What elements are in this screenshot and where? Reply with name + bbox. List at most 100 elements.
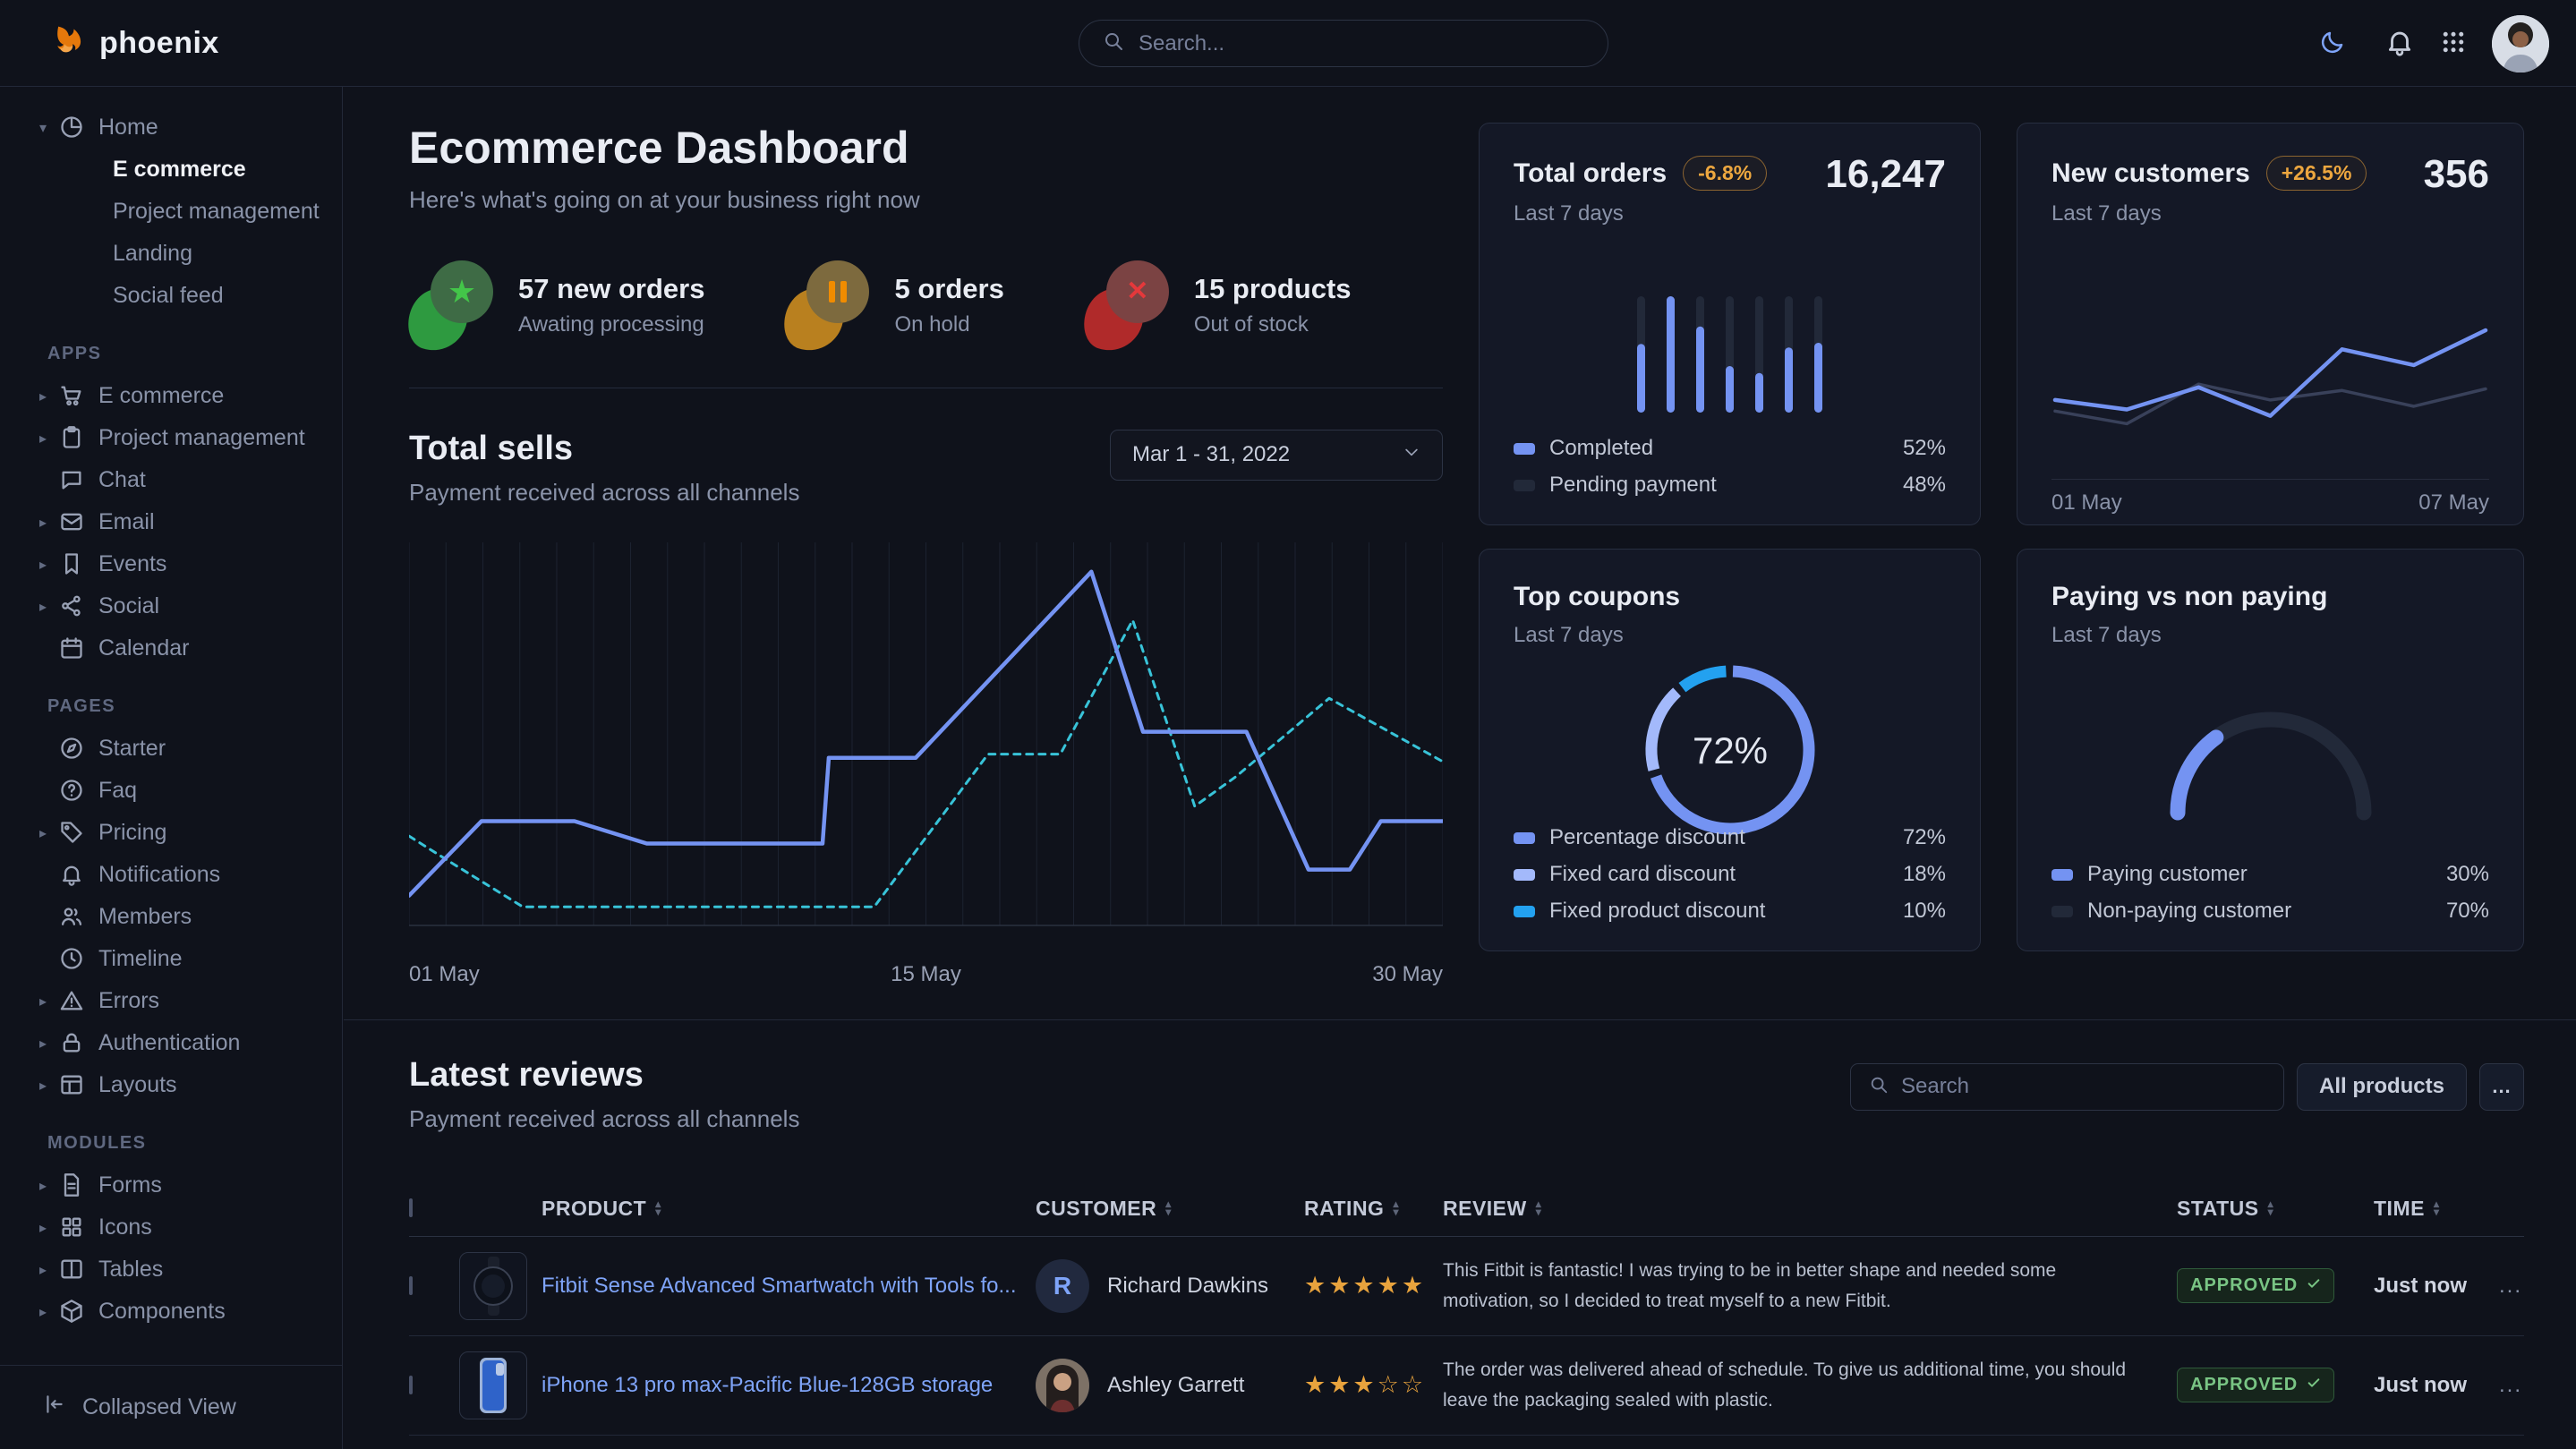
legend-value: 48% <box>1903 473 1946 498</box>
sidebar-item-label: Timeline <box>98 946 183 972</box>
collapse-sidebar-button[interactable]: Collapsed View <box>0 1365 342 1449</box>
top-navbar: phoenix <box>0 0 2576 87</box>
sidebar-item-members[interactable]: Members <box>0 896 342 938</box>
new-customers-x-labels: 01 May 07 May <box>2051 490 2489 516</box>
select-all-checkbox[interactable] <box>409 1198 413 1217</box>
sidebar-item-errors[interactable]: ▸Errors <box>0 980 342 1022</box>
sidebar-item-home[interactable]: ▾Home <box>0 107 342 149</box>
columns-icon <box>59 1257 86 1283</box>
reviews-table-header: PRODUCT▴▾CUSTOMER▴▾RATING▴▾REVIEW▴▾STATU… <box>409 1181 2524 1237</box>
flame-icon <box>48 22 86 64</box>
sidebar-item-project-management[interactable]: ▸Project management <box>0 417 342 459</box>
legend-swatch <box>1514 443 1535 455</box>
caret-icon: ▸ <box>39 598 59 616</box>
sidebar-item-e-commerce[interactable]: ▸E commerce <box>0 375 342 417</box>
sidebar-subitem-project-management[interactable]: Project management <box>0 191 342 233</box>
users-icon <box>59 904 86 931</box>
main-content: Ecommerce Dashboard Here's what's going … <box>344 87 2576 1449</box>
legend-row: Non-paying customer70% <box>2051 899 2489 924</box>
stat-sublabel: On hold <box>894 312 1003 337</box>
stat-orange: 5 orders On hold <box>785 259 1003 352</box>
sidebar-item-pricing[interactable]: ▸Pricing <box>0 812 342 854</box>
user-avatar[interactable] <box>2492 15 2549 72</box>
legend-value: 70% <box>2446 899 2489 924</box>
sidebar-item-authentication[interactable]: ▸Authentication <box>0 1022 342 1064</box>
paying-legend: Paying customer30%Non-paying customer70% <box>2051 850 2489 924</box>
caret-icon: ▸ <box>39 1077 59 1095</box>
customer-name: Ashley Garrett <box>1107 1373 1304 1398</box>
reviews-title: Latest reviews <box>409 1056 799 1095</box>
date-range-select[interactable]: Mar 1 - 31, 2022 <box>1110 430 1443 481</box>
new-customers-period: Last 7 days <box>2051 201 2489 226</box>
collapse-icon <box>43 1393 66 1422</box>
global-search-input[interactable] <box>1139 31 1584 56</box>
product-link[interactable]: Fitbit Sense Advanced Smartwatch with To… <box>542 1274 1036 1299</box>
row-more-button[interactable]: ... <box>2499 1274 2522 1299</box>
row-more-button[interactable]: ... <box>2499 1373 2522 1398</box>
bookmark-icon <box>59 551 86 578</box>
sort-icon: ▴▾ <box>1393 1200 1399 1216</box>
column-header-review[interactable]: REVIEW▴▾ <box>1443 1197 2177 1221</box>
product-thumbnail <box>459 1252 527 1320</box>
legend-value: 52% <box>1903 436 1946 461</box>
column-header-rating[interactable]: RATING▴▾ <box>1304 1197 1443 1221</box>
sidebar-item-label: Home <box>98 115 158 141</box>
chat-icon <box>59 467 86 494</box>
all-products-button[interactable]: All products <box>2297 1063 2467 1111</box>
apps-grid-button[interactable] <box>2440 29 2467 58</box>
sidebar-item-tables[interactable]: ▸Tables <box>0 1249 342 1291</box>
status-badge: APPROVED <box>2177 1268 2334 1303</box>
sidebar-subitem-social-feed[interactable]: Social feed <box>0 275 342 317</box>
sidebar-section-label: PAGES <box>47 696 342 717</box>
legend-value: 30% <box>2446 862 2489 887</box>
clock-icon <box>59 946 86 973</box>
sidebar-item-icons[interactable]: ▸Icons <box>0 1206 342 1249</box>
sidebar-subitem-landing[interactable]: Landing <box>0 233 342 275</box>
reviews-more-button[interactable]: ... <box>2479 1063 2524 1111</box>
layout-icon <box>59 1072 86 1099</box>
row-checkbox[interactable] <box>409 1376 413 1394</box>
total-orders-card: Total orders -6.8% Last 7 days 16,247 Co… <box>1479 123 1981 525</box>
sidebar-item-label: Calendar <box>98 635 189 661</box>
row-checkbox[interactable] <box>409 1276 413 1295</box>
sidebar-item-starter[interactable]: Starter <box>0 728 342 770</box>
sidebar-item-components[interactable]: ▸Components <box>0 1291 342 1333</box>
sidebar-item-notifications[interactable]: Notifications <box>0 854 342 896</box>
legend-swatch <box>2051 869 2073 881</box>
sort-icon: ▴▾ <box>1536 1200 1542 1216</box>
column-header-status[interactable]: STATUS▴▾ <box>2177 1197 2374 1221</box>
page-subtitle: Here's what's going on at your business … <box>409 185 1443 214</box>
sidebar-item-timeline[interactable]: Timeline <box>0 938 342 980</box>
stat-value: 5 orders <box>894 273 1003 305</box>
sidebar-item-label: Errors <box>98 988 159 1014</box>
sidebar-item-faq[interactable]: Faq <box>0 770 342 812</box>
sidebar-item-label: Notifications <box>98 862 220 888</box>
sidebar-item-forms[interactable]: ▸Forms <box>0 1164 342 1206</box>
caret-icon: ▸ <box>39 1177 59 1195</box>
sidebar-item-email[interactable]: ▸Email <box>0 501 342 543</box>
sidebar-item-events[interactable]: ▸Events <box>0 543 342 585</box>
legend-swatch <box>1514 480 1535 491</box>
caret-icon: ▸ <box>39 824 59 842</box>
sidebar-item-calendar[interactable]: Calendar <box>0 627 342 669</box>
column-header-product[interactable]: PRODUCT▴▾ <box>542 1197 1036 1221</box>
new-customers-axis <box>2051 479 2489 480</box>
sidebar-item-label: Tables <box>98 1257 163 1283</box>
notifications-button[interactable] <box>2384 27 2415 60</box>
sidebar-item-label: Email <box>98 509 155 535</box>
reviews-controls: All products ... <box>1850 1063 2524 1111</box>
legend-swatch <box>1514 832 1535 844</box>
sidebar-item-layouts[interactable]: ▸Layouts <box>0 1064 342 1106</box>
latest-reviews-section: Latest reviews Payment received across a… <box>344 1020 2576 1449</box>
sidebar-subitem-e-commerce[interactable]: E commerce <box>0 149 342 191</box>
product-link[interactable]: iPhone 13 pro max-Pacific Blue-128GB sto… <box>542 1373 1036 1398</box>
reviews-search-input[interactable] <box>1901 1074 2265 1099</box>
total-sells-subtitle: Payment received across all channels <box>409 479 799 507</box>
sidebar-item-social[interactable]: ▸Social <box>0 585 342 627</box>
column-header-customer[interactable]: CUSTOMER▴▾ <box>1036 1197 1304 1221</box>
phoenix-logo[interactable]: phoenix <box>48 22 219 64</box>
star-icon: ★ <box>448 276 476 308</box>
sidebar-item-chat[interactable]: Chat <box>0 459 342 501</box>
column-header-time[interactable]: TIME▴▾ <box>2374 1197 2499 1221</box>
dark-mode-toggle[interactable] <box>2306 17 2359 71</box>
